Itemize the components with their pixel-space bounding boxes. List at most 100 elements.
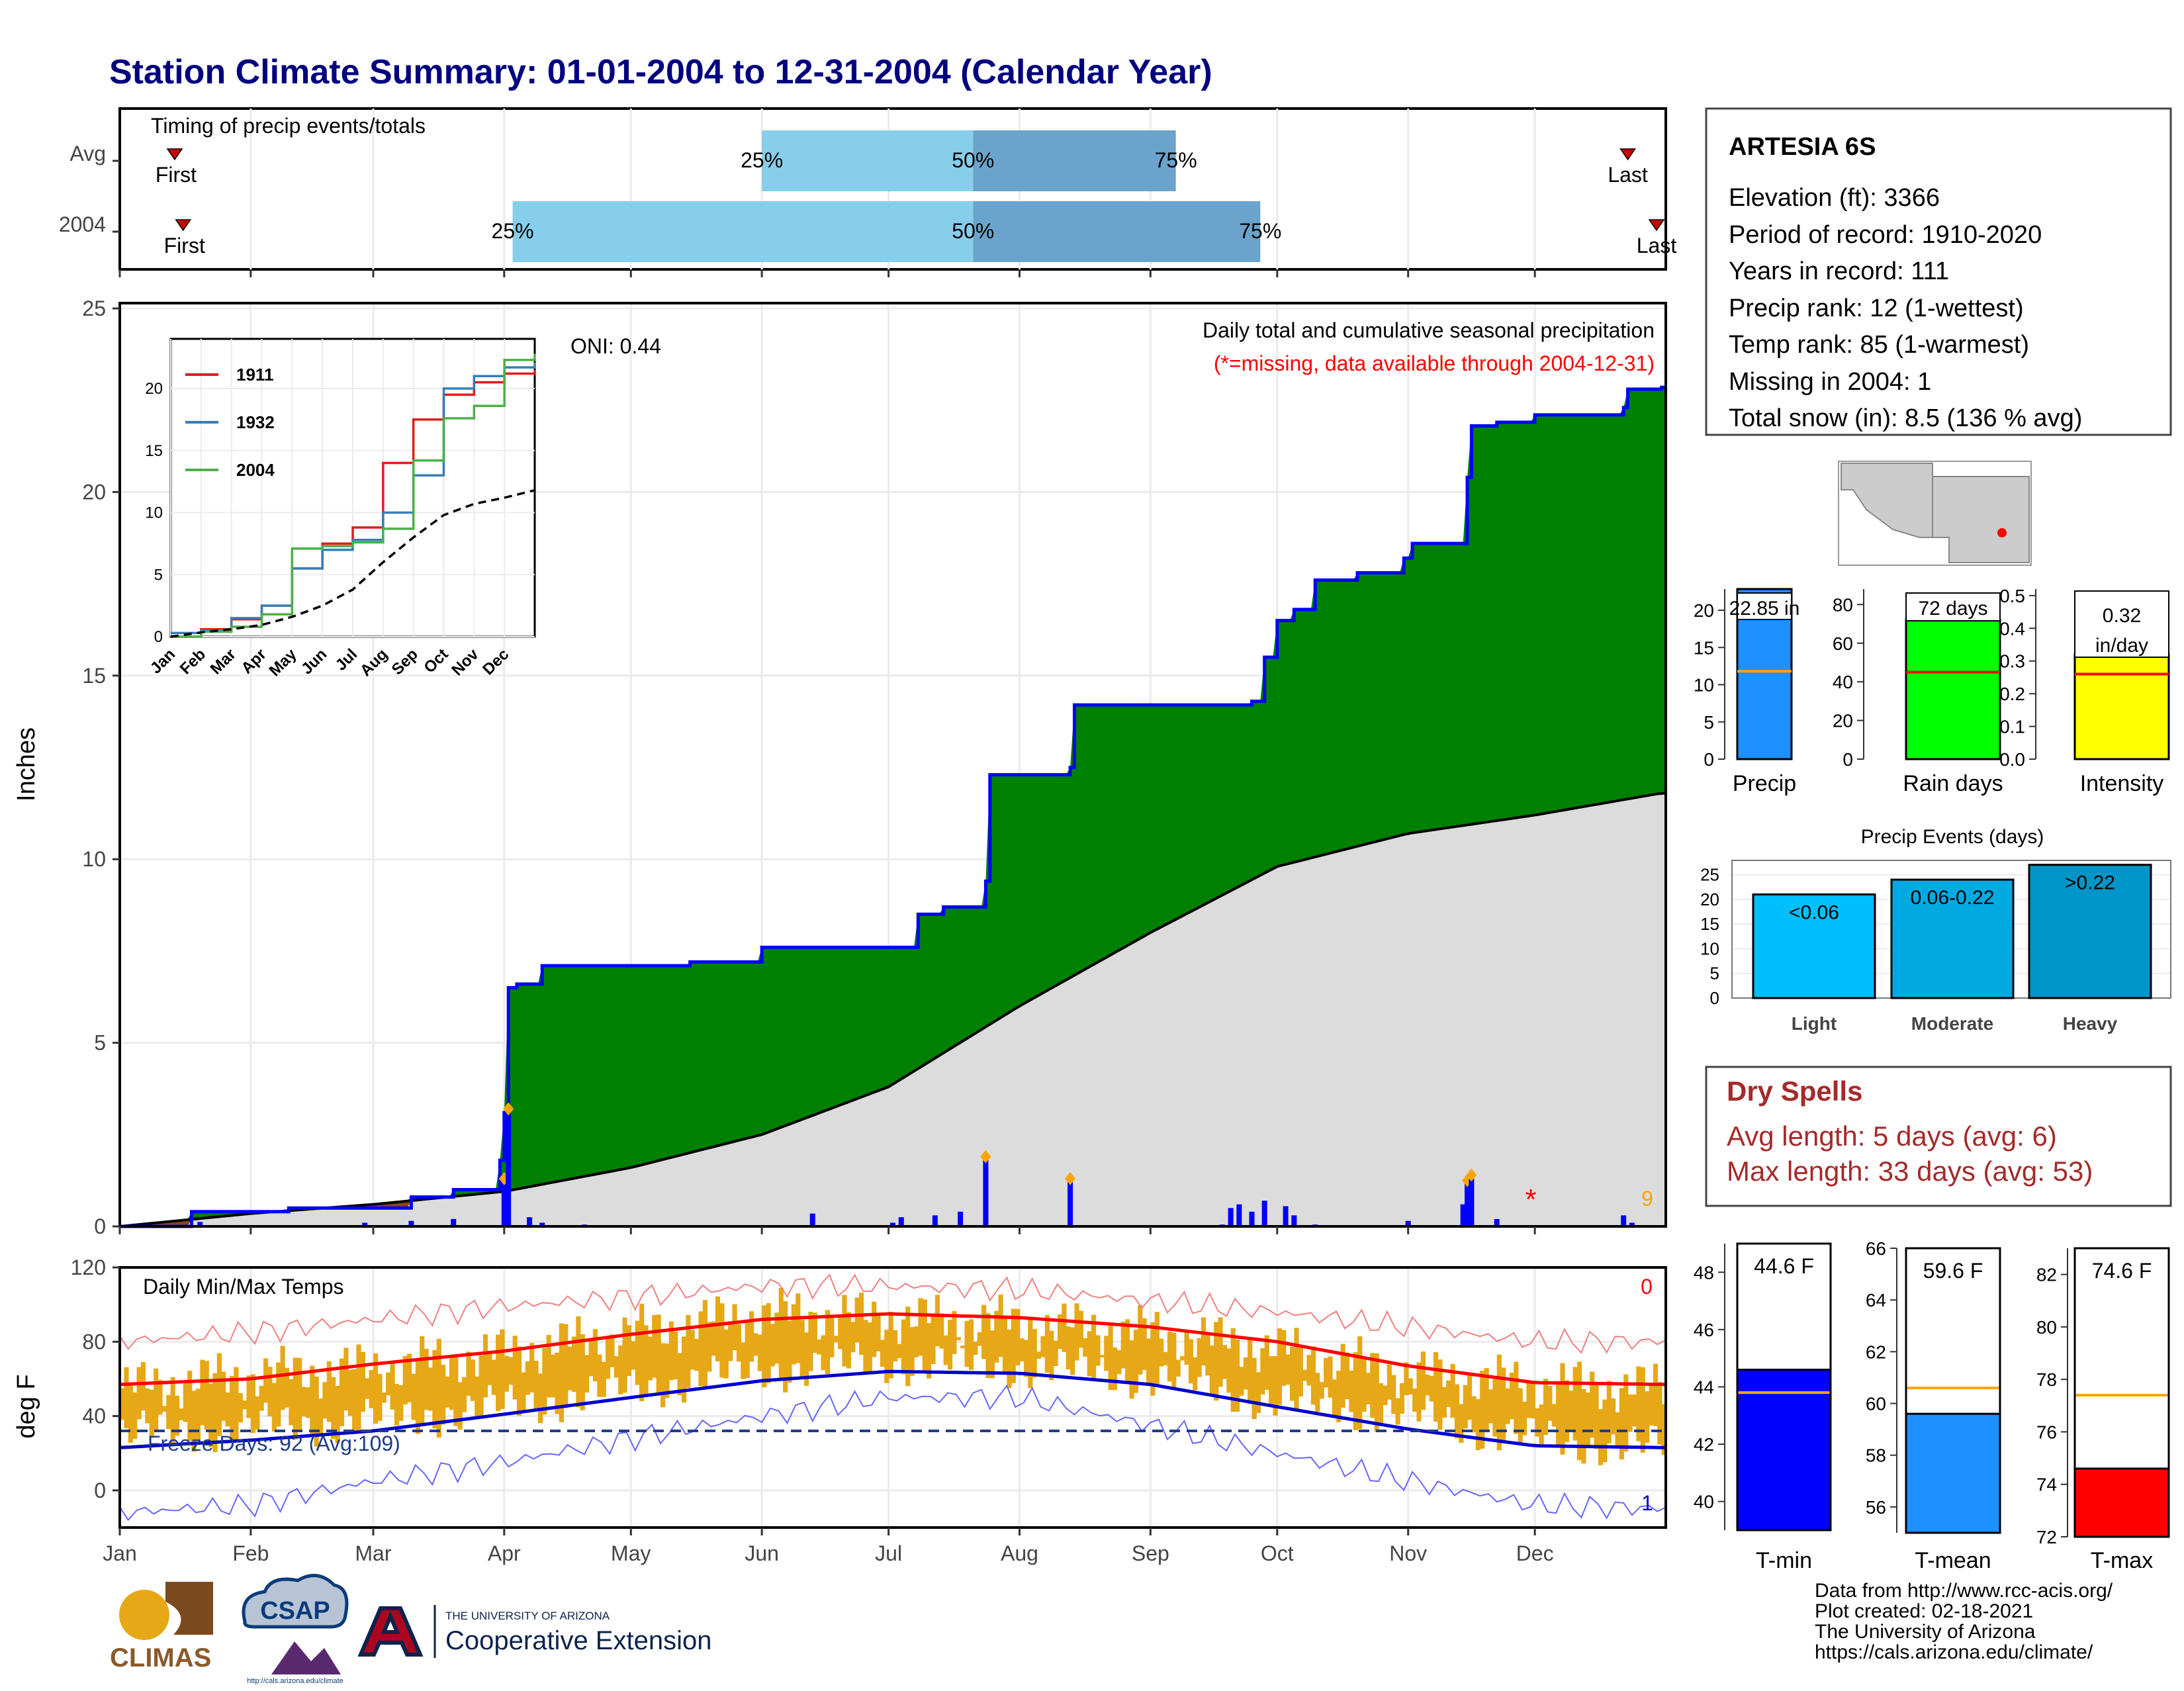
daily-temp-bar [289, 1379, 294, 1426]
daily-precip-bar [809, 1213, 815, 1226]
daily-temp-bar [1340, 1344, 1345, 1408]
daily-temp-bar [614, 1356, 619, 1378]
daily-temp-bar [1243, 1357, 1248, 1390]
daily-temp-bar [668, 1321, 674, 1381]
ua-line2: Cooperative Extension [445, 1626, 711, 1655]
daily-temp-bar [1556, 1384, 1561, 1447]
daily-temp-bar [732, 1304, 737, 1351]
daily-temp-bar [1505, 1388, 1510, 1424]
summary-bar-name: Precip [1733, 771, 1796, 796]
daily-temp-bar [850, 1322, 856, 1353]
daily-temp-bar [888, 1312, 893, 1379]
summary-bar-t-mean [1905, 1412, 2001, 1534]
bar-tick-label: 76 [2036, 1422, 2057, 1442]
daily-temp-bar [829, 1318, 835, 1357]
month-axis: Jan Feb Mar Apr May Jun Jul Aug Sep Oct Nov Dec [103, 269, 1554, 1565]
first-event-label: First [156, 163, 197, 187]
daily-precip-bar [932, 1215, 938, 1226]
daily-temp-bar [698, 1311, 704, 1387]
csap-cloud-icon [242, 1573, 349, 1629]
daily-temp-bar [1387, 1364, 1392, 1400]
daily-temp-bar [833, 1336, 839, 1343]
daily-temp-bar [1175, 1359, 1181, 1377]
y-tick-label: 80 [82, 1330, 106, 1353]
daily-temp-bar [842, 1295, 847, 1367]
daily-precip-bar [983, 1156, 989, 1226]
y-tick-label: 0 [94, 1214, 106, 1238]
bar-tick-label: 0.1 [1999, 717, 2025, 737]
daily-temp-bar [1585, 1392, 1590, 1448]
daily-temp-bar [821, 1335, 826, 1371]
daily-temp-bar [639, 1303, 645, 1402]
daily-temp-bar [140, 1361, 146, 1411]
daily-precip-bar [1261, 1201, 1267, 1226]
summary-bar-t-min [1736, 1369, 1832, 1531]
daily-temp-bar [1357, 1336, 1363, 1430]
daily-temp-bar [1040, 1336, 1046, 1357]
record-high-line [119, 1273, 1666, 1354]
daily-temp-bar [1120, 1321, 1126, 1369]
station-info: ARTESIA 6S Elevation (ft): 3366 Period o… [1705, 107, 2172, 436]
daily-temp-bar [719, 1303, 725, 1378]
temp-y-axis-label: deg F [13, 1374, 40, 1438]
bar-tick-label: 66 [1866, 1238, 1886, 1259]
timing-row-label-2004: 2004 [59, 212, 106, 236]
daily-temp-bar [1306, 1355, 1312, 1386]
bar-tick-label: 74 [2036, 1475, 2057, 1495]
temp-series [119, 1273, 1666, 1522]
daily-temp-bar [1572, 1367, 1578, 1441]
month-label: Mar [355, 1541, 391, 1565]
daily-temp-bar [1230, 1328, 1236, 1412]
daily-temp-bar [626, 1325, 632, 1377]
daily-precip-bar [1629, 1222, 1635, 1226]
daily-temp-bar [482, 1334, 488, 1398]
daily-temp-bar [234, 1367, 239, 1442]
daily-temp-bar [491, 1359, 496, 1395]
daily-temp-bar [1142, 1318, 1147, 1371]
temp-bar-label: 74.6 F [2092, 1259, 2152, 1283]
daily-temp-bar [1251, 1357, 1257, 1420]
summary-label-box [1905, 592, 2001, 621]
inset-legend-label: 1911 [236, 365, 273, 385]
daily-temp-bar [715, 1296, 721, 1362]
daily-temp-bar [1594, 1382, 1599, 1449]
daily-temp-bar [567, 1346, 572, 1391]
daily-temp-bar [1239, 1367, 1244, 1396]
daily-temp-bar [664, 1344, 670, 1398]
daily-temp-bar [551, 1354, 556, 1398]
bar-tick-label: 5 [1704, 712, 1714, 733]
dry-spells-max: Max length: 33 days (avg: 53) [1727, 1156, 2093, 1187]
avg-max-line [119, 1312, 1666, 1387]
daily-temp-bar [398, 1385, 404, 1421]
daily-temp-bar [436, 1338, 441, 1438]
daily-temp-bar [1234, 1339, 1240, 1412]
daily-temp-bar [686, 1314, 691, 1389]
events-tick-label: 0 [1710, 988, 1719, 1008]
timing-p25-label: 25% [741, 148, 783, 172]
daily-temp-bar [753, 1333, 758, 1356]
daily-temp-bar [605, 1336, 611, 1379]
daily-temp-bar [453, 1355, 459, 1426]
daily-temp-bar [166, 1394, 171, 1430]
daily-temp-bar [1049, 1330, 1054, 1381]
daily-precip-bar [1405, 1220, 1411, 1226]
daily-temp-bar [216, 1353, 222, 1436]
daily-temp-bar [1496, 1354, 1502, 1451]
daily-temp-bar [238, 1393, 243, 1423]
daily-temp-bar [1560, 1363, 1565, 1455]
daily-temp-bar [1328, 1356, 1333, 1398]
timing-bars: 25% 50% 75% First Last 25% 50% 75% First Last [113, 130, 1676, 262]
daily-temp-bar [711, 1321, 716, 1356]
precip-events-title: Precip Events (days) [1861, 826, 2044, 848]
temp-bar-frame [1905, 1247, 2001, 1534]
daily-precip-bar [958, 1211, 964, 1226]
month-label: Jul [875, 1541, 902, 1565]
daily-temp-bar [977, 1332, 982, 1346]
daily-temp-bar [1260, 1348, 1265, 1394]
daily-temp-bar [1441, 1387, 1447, 1418]
daily-temp-bar [1285, 1354, 1291, 1385]
daily-temp-bar [1133, 1329, 1138, 1393]
temp-bar-label: 59.6 F [1923, 1259, 1983, 1283]
